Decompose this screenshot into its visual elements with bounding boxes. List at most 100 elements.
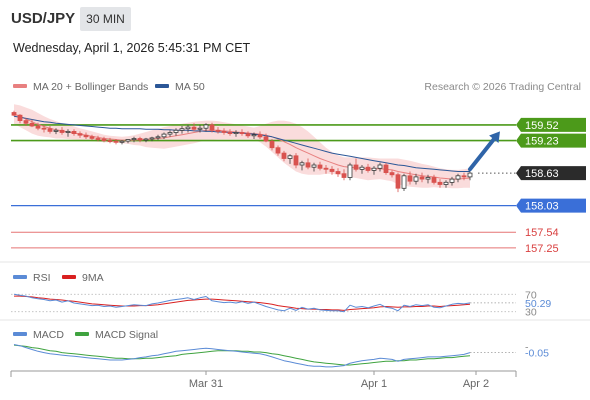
candle-body [431, 177, 437, 183]
legend-macd-swatch [13, 332, 27, 336]
candle-body [119, 140, 125, 143]
candle-body [413, 176, 419, 182]
candle-body [11, 112, 17, 116]
candle-body [353, 164, 359, 170]
candle-body [395, 174, 401, 189]
candle-body [191, 126, 197, 130]
candle-body [227, 132, 233, 135]
candle-body [245, 133, 251, 137]
level-tag-158-63 [516, 166, 586, 181]
candle-body [443, 181, 449, 185]
candle-body [389, 172, 395, 176]
macd-line [13, 344, 471, 368]
rsi-current-label: 50.29 [525, 298, 551, 310]
candle-body [143, 138, 149, 141]
candle-body [197, 127, 203, 130]
candle-body [149, 137, 155, 140]
candle-body [155, 136, 161, 139]
level-tag-158-03 [516, 198, 586, 213]
candle-body [263, 136, 269, 142]
candle-body [461, 175, 467, 178]
timeframe-button[interactable]: 30 MIN [80, 7, 131, 31]
candle-body [377, 164, 383, 169]
x-tick-label: Apr 2 [463, 378, 489, 390]
rsi-ma-line [14, 295, 471, 311]
candle-body [311, 164, 317, 168]
rsi-level-label-70: 70 [525, 289, 537, 301]
legend-ma20-swatch [13, 84, 27, 88]
datetime-label: Wednesday, April 1, 2026 5:45:31 PM CET [13, 41, 251, 55]
macd-level-label: - [525, 341, 529, 353]
candle-body [383, 164, 389, 173]
level-tag-159-52 [516, 117, 586, 132]
candle-body [215, 129, 221, 132]
candle-body [209, 124, 215, 131]
forecast-arrow-head [489, 131, 500, 143]
legend-rsi-swatch [13, 275, 27, 279]
x-tick-label: Mar 31 [189, 378, 223, 390]
price-levels [11, 124, 516, 249]
macd-current-label: -0.05 [525, 348, 549, 360]
candle-body [35, 125, 41, 129]
forecast-arrow-shaft [468, 137, 496, 172]
candle-body [449, 178, 455, 183]
x-tick-label: Apr 1 [361, 378, 387, 390]
macd-signal-line [13, 344, 471, 366]
candle-body [269, 140, 275, 149]
candle-body [347, 164, 353, 178]
symbol-title: USD/JPY [11, 10, 76, 27]
candle-body [173, 129, 179, 133]
rsi-legend: RSI 9MA [13, 272, 104, 284]
candle-body [419, 176, 425, 180]
candle-body [437, 181, 443, 185]
candle-body [257, 134, 263, 138]
legend-rsi-ma-swatch [62, 275, 76, 279]
candle-body [113, 140, 119, 143]
candle-body [77, 133, 83, 136]
candle-body [467, 172, 473, 178]
level-label-159-52: 159.52 [525, 120, 559, 132]
level-label-157-54: 157.54 [525, 227, 559, 239]
candle-body [407, 175, 413, 182]
candle-body [167, 132, 173, 135]
candle-body [323, 167, 329, 170]
legend-ma50-label: MA 50 [175, 81, 205, 93]
candle-body [95, 138, 101, 140]
candle-body [329, 168, 335, 172]
level-label-159-23: 159.23 [525, 136, 559, 148]
candle-body [293, 155, 299, 166]
candle-body [17, 114, 23, 121]
candle-body [185, 126, 191, 130]
macd-legend: MACD MACD Signal [13, 329, 158, 341]
candle-body [275, 147, 281, 154]
candle-body [89, 136, 95, 139]
candle-body [161, 133, 167, 138]
level-label-158-03: 158.03 [525, 201, 559, 213]
level-label-158-63: 158.63 [525, 168, 559, 180]
legend-macd-signal-label: MACD Signal [95, 329, 158, 341]
candle-body [23, 120, 29, 124]
price-level-labels: 159.52 159.23 158.63 158.03 157.54 157.25 [516, 117, 586, 255]
candle-body [455, 175, 461, 180]
candle-body [335, 171, 341, 175]
legend-ma20-label: MA 20 + Bollinger Bands [33, 81, 148, 93]
candle-body [29, 122, 35, 127]
legend-rsi-ma-label: 9MA [82, 272, 104, 284]
candle-body [71, 130, 77, 134]
candle-body [41, 127, 47, 130]
candle-body [365, 166, 371, 171]
candle-body [203, 124, 209, 129]
candle-body [47, 128, 53, 132]
candle-body [359, 166, 365, 170]
level-label-157-25: 157.25 [525, 243, 559, 255]
candle-body [425, 177, 431, 180]
candle-body [53, 129, 59, 132]
candle-body [83, 134, 89, 138]
rsi-line [13, 293, 471, 313]
candle-body [317, 164, 323, 169]
candle-body [131, 138, 137, 141]
candle-body [233, 132, 239, 135]
candle-body [107, 140, 113, 143]
candle-body [137, 138, 143, 141]
